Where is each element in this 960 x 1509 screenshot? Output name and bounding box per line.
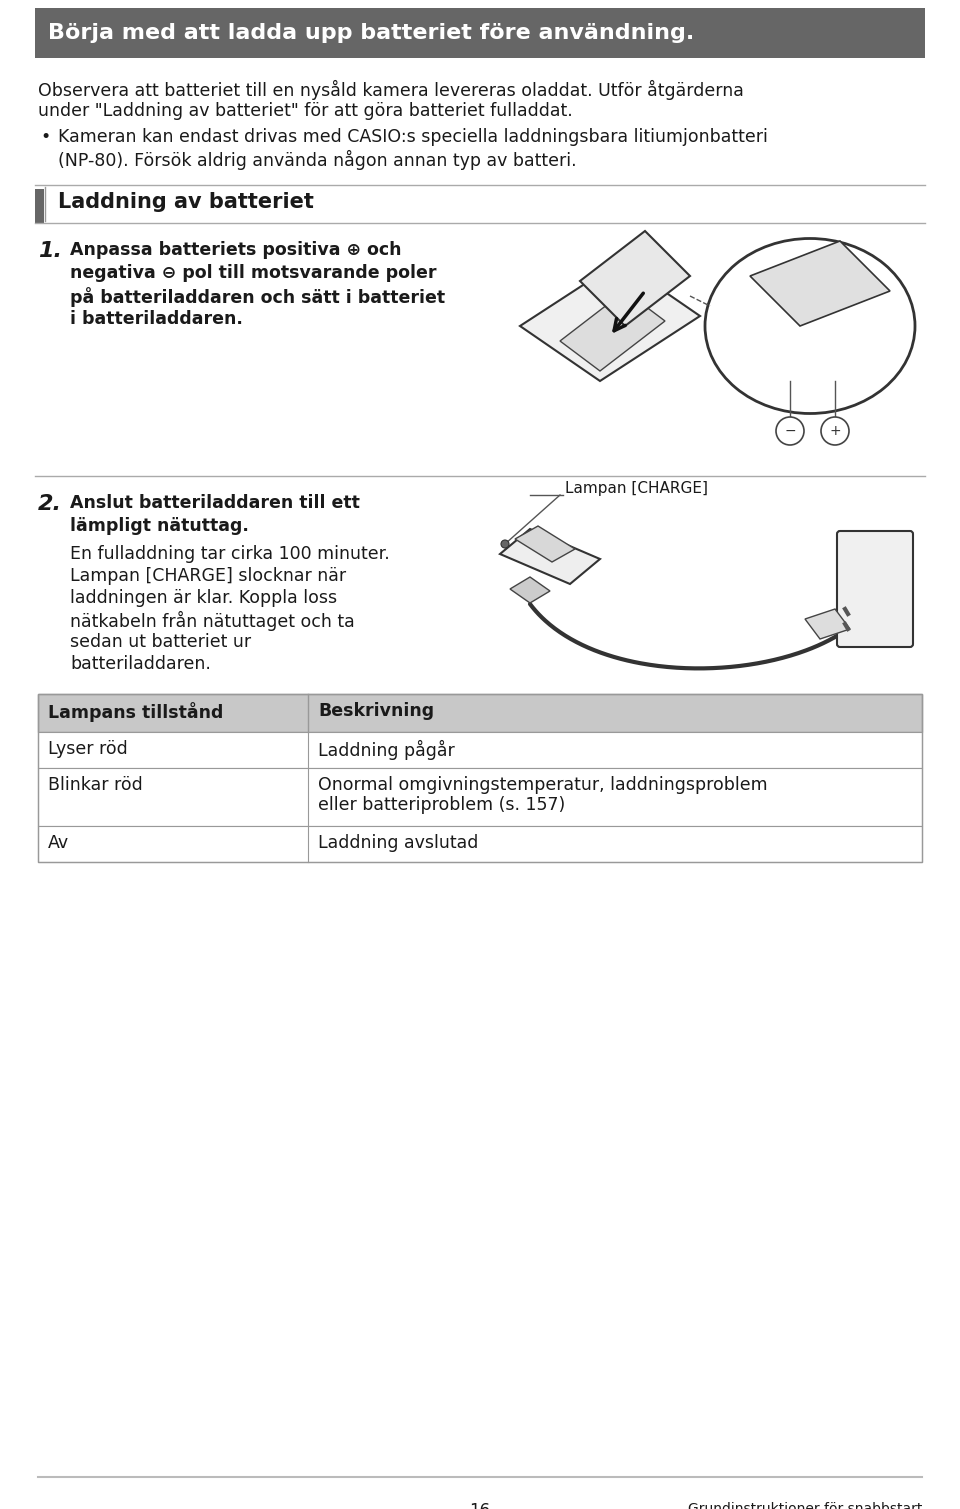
Text: Laddning av batteriet: Laddning av batteriet — [58, 192, 314, 211]
Text: under "Laddning av batteriet" för att göra batteriet fulladdat.: under "Laddning av batteriet" för att gö… — [38, 103, 573, 121]
Circle shape — [501, 540, 509, 548]
Text: +: + — [829, 424, 841, 438]
Polygon shape — [515, 527, 575, 561]
Bar — [35, 8, 925, 57]
Text: Laddning pågår: Laddning pågår — [318, 739, 455, 761]
Text: Kameran kan endast drivas med CASIO:s speciella laddningsbara litiumjonbatteri: Kameran kan endast drivas med CASIO:s sp… — [58, 128, 768, 146]
Text: Anpassa batteriets positiva ⊕ och: Anpassa batteriets positiva ⊕ och — [70, 241, 401, 260]
Bar — [38, 694, 922, 732]
Text: på batteriladdaren och sätt i batteriet: på batteriladdaren och sätt i batteriet — [70, 287, 445, 306]
Text: −: − — [784, 424, 796, 438]
Bar — [38, 694, 922, 862]
Polygon shape — [510, 576, 550, 604]
FancyBboxPatch shape — [837, 531, 913, 647]
Text: Laddning avslutad: Laddning avslutad — [318, 834, 478, 853]
Text: Lampan [CHARGE]: Lampan [CHARGE] — [565, 481, 708, 496]
Text: lämpligt nätuttag.: lämpligt nätuttag. — [70, 518, 249, 536]
Text: En fulladdning tar cirka 100 minuter.: En fulladdning tar cirka 100 minuter. — [70, 545, 390, 563]
Text: Blinkar röd: Blinkar röd — [48, 776, 143, 794]
Polygon shape — [520, 261, 700, 380]
Text: Onormal omgivningstemperatur, laddningsproblem: Onormal omgivningstemperatur, laddningsp… — [318, 776, 768, 794]
Bar — [38, 825, 922, 862]
Text: Av: Av — [48, 834, 69, 853]
Text: Lampans tillstånd: Lampans tillstånd — [48, 702, 224, 721]
Text: batteriladdaren.: batteriladdaren. — [70, 655, 211, 673]
Polygon shape — [560, 291, 665, 371]
Text: laddningen är klar. Koppla loss: laddningen är klar. Koppla loss — [70, 589, 337, 607]
Text: Beskrivning: Beskrivning — [318, 702, 434, 720]
Text: sedan ut batteriet ur: sedan ut batteriet ur — [70, 632, 252, 650]
Text: nätkabeln från nätuttaget och ta: nätkabeln från nätuttaget och ta — [70, 611, 355, 631]
Text: Grundinstruktioner för snabbstart: Grundinstruktioner för snabbstart — [687, 1501, 922, 1509]
Ellipse shape — [705, 238, 915, 413]
Bar — [38, 768, 922, 825]
Text: •: • — [40, 128, 50, 146]
Text: Lyser röd: Lyser röd — [48, 739, 128, 758]
Text: Lampan [CHARGE] slocknar när: Lampan [CHARGE] slocknar när — [70, 567, 347, 585]
Bar — [38, 732, 922, 768]
Polygon shape — [500, 530, 600, 584]
Text: eller batteriproblem (s. 157): eller batteriproblem (s. 157) — [318, 797, 565, 813]
Text: 16: 16 — [469, 1501, 491, 1509]
Polygon shape — [805, 610, 850, 638]
Text: Börja med att ladda upp batteriet före användning.: Börja med att ladda upp batteriet före a… — [48, 23, 694, 42]
Circle shape — [776, 416, 804, 445]
Text: 2.: 2. — [38, 493, 62, 515]
Text: negativa ⊖ pol till motsvarande poler: negativa ⊖ pol till motsvarande poler — [70, 264, 437, 282]
Circle shape — [821, 416, 849, 445]
Text: 1.: 1. — [38, 241, 62, 261]
Text: Anslut batteriladdaren till ett: Anslut batteriladdaren till ett — [70, 493, 360, 512]
Text: i batteriladdaren.: i batteriladdaren. — [70, 309, 243, 327]
Text: (NP-80). Försök aldrig använda någon annan typ av batteri.: (NP-80). Försök aldrig använda någon ann… — [58, 149, 577, 171]
Polygon shape — [580, 231, 690, 326]
Text: Observera att batteriet till en nysåld kamera levereras oladdat. Utför åtgärdern: Observera att batteriet till en nysåld k… — [38, 80, 744, 100]
Bar — [35, 189, 44, 223]
Polygon shape — [750, 241, 890, 326]
